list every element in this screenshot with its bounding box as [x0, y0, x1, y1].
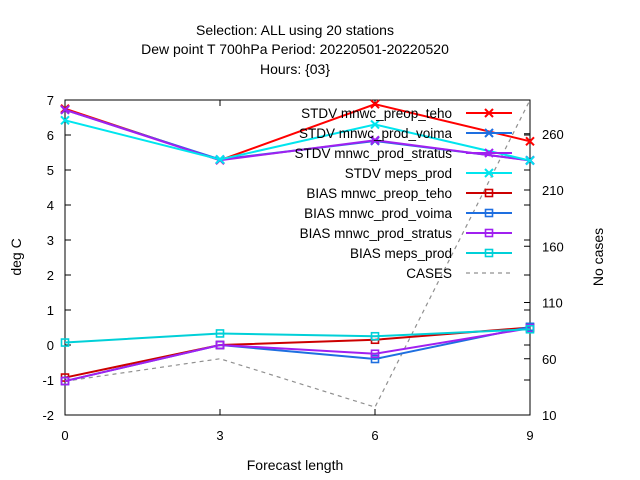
- series-line: [64, 119, 531, 162]
- series-line: [64, 108, 531, 162]
- y-tick-label: 2: [47, 268, 54, 283]
- legend-marker: [484, 108, 494, 118]
- legend-item: BIAS mnwc_preop_teho: [306, 186, 512, 201]
- legend-marker: [484, 148, 494, 158]
- legend-item: STDV meps_prod: [345, 166, 512, 181]
- chart-title-line-3: Hours: {03}: [260, 61, 330, 77]
- legend-marker: [484, 228, 494, 238]
- x-tick-label: 3: [216, 428, 223, 443]
- marker-stroke: [370, 135, 380, 145]
- legend-item: BIAS mnwc_prod_voima: [304, 206, 512, 221]
- legend-label: BIAS mnwc_prod_stratus: [300, 226, 453, 241]
- data-point: [60, 105, 70, 115]
- legend-marker: [484, 168, 494, 178]
- marker-stroke: [484, 108, 494, 118]
- data-point: [370, 349, 380, 359]
- y-tick-label: 4: [47, 198, 54, 213]
- data-point: [60, 376, 70, 386]
- series-cases: [64, 99, 531, 408]
- legend-item: CASES: [406, 266, 512, 281]
- marker-stroke: [484, 148, 494, 158]
- data-point: [215, 329, 225, 338]
- chart-title-line-2: Dew point T 700hPa Period: 20220501-2022…: [141, 41, 449, 57]
- marker-stroke: [60, 115, 70, 126]
- data-point: [370, 354, 380, 364]
- legend-item: BIAS mnwc_prod_stratus: [300, 226, 512, 241]
- series-bias-meps-prod: [60, 324, 535, 347]
- legend-item: BIAS meps_prod: [350, 246, 512, 261]
- x-axis-label: Forecast length: [247, 457, 344, 473]
- legend-label: STDV meps_prod: [345, 166, 452, 181]
- y2-tick-label: 260: [542, 127, 564, 142]
- marker-stroke: [60, 105, 70, 115]
- data-point: [525, 324, 535, 334]
- x-tick-label: 0: [61, 428, 68, 443]
- y-axis-label: deg C: [8, 238, 24, 275]
- legend-label: STDV mnwc_preop_teho: [301, 106, 452, 121]
- legend-label: BIAS mnwc_preop_teho: [306, 186, 452, 201]
- y2-tick-label: 110: [542, 296, 563, 311]
- series-layer: [60, 99, 535, 408]
- y-tick-label: 6: [47, 128, 54, 143]
- legend-marker: [484, 188, 494, 198]
- y-tick-label: 3: [47, 233, 54, 248]
- legend-item: STDV mnwc_prod_voima: [299, 126, 512, 141]
- marker-stroke: [484, 168, 494, 178]
- legend-label: STDV mnwc_prod_stratus: [294, 146, 452, 161]
- y2-axis-label: No cases: [590, 228, 606, 286]
- data-point: [370, 331, 380, 341]
- x-tick-label: 6: [371, 428, 378, 443]
- legend-label: BIAS mnwc_prod_voima: [304, 206, 452, 221]
- data-point: [370, 99, 380, 109]
- data-point: [370, 119, 380, 130]
- legend-marker: [484, 208, 494, 218]
- legend-marker: [484, 248, 494, 258]
- plot-area: -2 -1 0 1 2 3 4 5 6 7 10 60 110 160 210 260 0 3 6 9: [42, 93, 563, 443]
- legend-marker: [484, 128, 494, 138]
- y2-tick-label: 10: [542, 408, 556, 423]
- legend-item: STDV mnwc_preop_teho: [301, 106, 512, 121]
- y2-tick-label: 60: [542, 352, 556, 367]
- legend-item: STDV mnwc_prod_stratus: [294, 146, 512, 161]
- data-point: [215, 154, 225, 165]
- marker-stroke: [370, 119, 380, 130]
- y-tick-label: 0: [47, 338, 54, 353]
- y-tick-label: -1: [42, 373, 54, 388]
- series-line: [64, 327, 531, 383]
- marker-stroke: [370, 99, 380, 109]
- y-tick-label: 1: [47, 303, 54, 318]
- marker-stroke: [525, 136, 535, 147]
- data-point: [525, 155, 535, 166]
- chart-title-line-1: Selection: ALL using 20 stations: [196, 22, 394, 38]
- legend-label: BIAS meps_prod: [350, 246, 452, 261]
- series-line: [64, 328, 531, 344]
- plot-border: [64, 99, 531, 416]
- y2-tick-label: 160: [542, 239, 564, 254]
- data-point: [60, 338, 70, 347]
- y-tick-label: 5: [47, 163, 54, 178]
- marker-stroke: [484, 128, 494, 138]
- data-point: [370, 135, 380, 145]
- legend-label: CASES: [406, 266, 452, 281]
- data-point: [60, 115, 70, 126]
- data-point: [215, 340, 225, 350]
- marker-stroke: [525, 155, 535, 166]
- data-point: [525, 136, 535, 147]
- x-tick-label: 9: [526, 428, 533, 443]
- series-line: [64, 99, 531, 408]
- y-tick-label: -2: [42, 408, 54, 423]
- legend: STDV mnwc_preop_teho STDV mnwc_prod_voima…: [294, 106, 512, 281]
- y2-tick-label: 210: [542, 183, 564, 198]
- legend-label: STDV mnwc_prod_voima: [299, 126, 453, 141]
- y-tick-label: 7: [47, 93, 54, 108]
- marker-stroke: [215, 154, 225, 165]
- series-stdv-meps-prod: [60, 115, 535, 166]
